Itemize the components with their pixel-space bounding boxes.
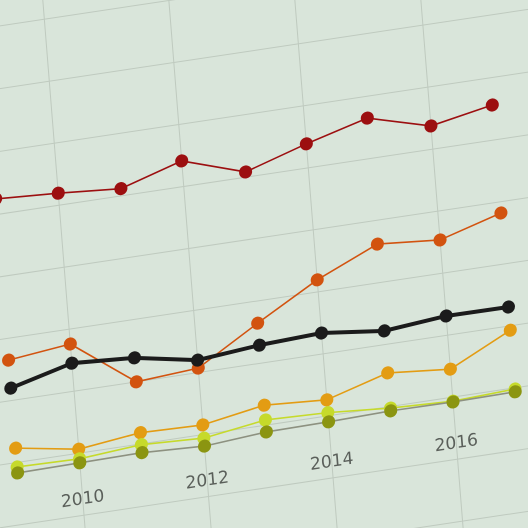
data-point [360,111,374,125]
data-point [51,186,65,200]
data-point [501,300,515,314]
data-point [133,426,147,440]
data-point [310,273,324,287]
data-point [433,233,447,247]
grid-line-horizontal [0,76,528,258]
data-point [72,442,86,456]
data-point [503,323,517,337]
data-point [11,466,25,480]
data-point [320,393,334,407]
data-point [252,338,266,352]
data-point [73,456,87,470]
data-point [2,353,16,367]
data-point [377,324,391,338]
data-point [196,418,210,432]
data-point [299,137,313,151]
grid-line-horizontal [0,200,528,382]
data-point [494,206,508,220]
data-point [370,237,384,251]
data-point [135,446,149,460]
data-point [446,395,460,409]
data-point [443,362,457,376]
grid-line [394,0,492,528]
grid-line-horizontal [0,262,528,444]
grid-line [270,0,368,528]
data-point [485,98,499,112]
data-point [314,326,329,340]
data-point [175,154,189,168]
data-point [439,309,453,323]
data-point [257,398,271,412]
grid-line-horizontal [0,14,528,196]
data-point [63,337,77,351]
data-point [129,375,143,389]
grid-line-horizontal [0,386,528,528]
data-point [197,439,212,453]
data-point [9,441,23,455]
data-point [424,119,438,133]
grid-line [145,0,243,528]
data-point [65,356,79,370]
grid-line [20,0,118,528]
data-point [114,182,128,196]
data-point [381,366,395,380]
data-point [251,316,265,330]
data-point [127,351,141,365]
data-point [322,415,336,429]
data-point [191,353,205,367]
data-point [259,425,273,439]
data-point [4,381,18,395]
grid-line-horizontal [0,0,528,134]
data-point [384,404,398,418]
data-point [258,413,272,427]
data-point [508,385,522,399]
data-point [239,165,253,179]
grid-line-horizontal [0,138,528,320]
